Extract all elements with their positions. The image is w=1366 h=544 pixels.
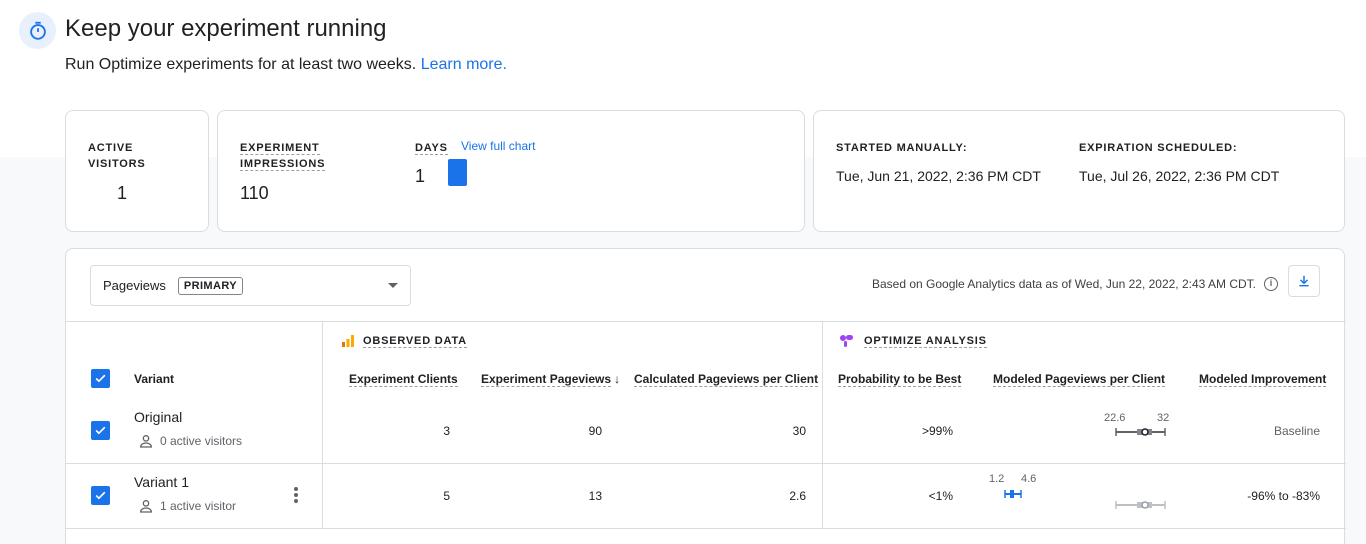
primary-chip: PRIMARY	[177, 276, 243, 295]
range-high-label: 32	[1157, 412, 1170, 424]
learn-more-link[interactable]: Learn more.	[420, 56, 507, 73]
cell-clients: 5	[443, 489, 450, 503]
active-visitors-value: 1	[117, 183, 128, 203]
row-checkbox-original[interactable]	[91, 421, 110, 440]
optimize-analysis-header: OPTIMIZE ANALYSIS	[864, 335, 987, 348]
check-icon	[95, 374, 106, 383]
optimize-icon	[839, 334, 854, 353]
days-mini-bar[interactable]	[448, 159, 467, 186]
col-probability-best[interactable]: Probability to be Best	[838, 372, 962, 387]
stopwatch-icon	[19, 12, 56, 49]
metric-select-value: Pageviews	[103, 278, 166, 293]
variant-name: Original	[134, 409, 183, 425]
interval-plot-baseline-ref	[1115, 501, 1166, 509]
chevron-down-icon	[388, 283, 398, 288]
interval-plot-variant-1	[1004, 490, 1022, 498]
info-icon[interactable]: i	[1264, 277, 1278, 291]
observed-data-header: OBSERVED DATA	[363, 335, 467, 348]
cell-clients: 3	[443, 424, 450, 438]
cell-per-client: 2.6	[789, 489, 806, 503]
range-high-label: 4.6	[1021, 473, 1037, 485]
report-card: Pageviews PRIMARY Based on Google Analyt…	[65, 248, 1346, 544]
table-top-divider	[66, 321, 1346, 322]
row-divider	[66, 528, 1346, 529]
col-divider-1	[322, 321, 323, 529]
active-visitors-card: ACTIVE VISITORS 1	[65, 110, 209, 232]
impressions-label: EXPERIMENT IMPRESSIONS	[240, 142, 326, 171]
cell-pageviews: 13	[588, 489, 602, 503]
sort-arrow-down-icon: ↓	[614, 372, 621, 386]
data-freshness-note: Based on Google Analytics data as of Wed…	[871, 277, 1256, 291]
variant-visitors: 0 active visitors	[138, 433, 242, 449]
range-low-label: 22.6	[1104, 412, 1126, 424]
cell-prob-best: <1%	[928, 489, 953, 503]
row-divider	[66, 463, 1346, 464]
col-experiment-clients[interactable]: Experiment Clients	[349, 372, 458, 387]
col-modeled-pageviews[interactable]: Modeled Pageviews per Client	[993, 372, 1166, 387]
interval-plot-original	[1115, 428, 1166, 436]
cell-prob-best: >99%	[921, 424, 953, 438]
check-icon	[95, 426, 106, 435]
metric-select[interactable]: Pageviews PRIMARY	[90, 265, 411, 306]
variant-name: Variant 1	[134, 474, 189, 490]
download-button[interactable]	[1288, 265, 1320, 297]
col-pageviews-per-client[interactable]: Calculated Pageviews per Client	[634, 372, 819, 387]
cell-pageviews: 90	[588, 424, 602, 438]
row-checkbox-variant-1[interactable]	[91, 486, 110, 505]
col-modeled-improvement[interactable]: Modeled Improvement	[1199, 372, 1327, 387]
cell-improvement: Baseline	[1273, 424, 1320, 438]
expiration-label: EXPIRATION SCHEDULED:	[1079, 142, 1238, 154]
days-value: 1	[415, 166, 426, 186]
page-title: Keep your experiment running	[65, 15, 387, 42]
person-icon	[139, 500, 153, 513]
more-options-icon[interactable]	[294, 487, 298, 503]
schedule-card: STARTED MANUALLY: Tue, Jun 21, 2022, 2:3…	[813, 110, 1345, 232]
range-low-label: 1.2	[989, 473, 1005, 485]
page-subtitle: Run Optimize experiments for at least tw…	[65, 56, 507, 74]
impressions-card: EXPERIMENT IMPRESSIONS 110 DAYS View ful…	[217, 110, 805, 232]
col-variant: Variant	[134, 372, 175, 386]
active-visitors-label: ACTIVE VISITORS	[88, 142, 146, 170]
expiration-value: Tue, Jul 26, 2022, 2:36 PM CDT	[1079, 168, 1280, 184]
analytics-icon	[341, 334, 355, 353]
check-icon	[95, 491, 106, 500]
cell-improvement: -96% to -83%	[1247, 489, 1320, 503]
download-icon	[1299, 275, 1309, 287]
subtitle-text: Run Optimize experiments for at least tw…	[65, 56, 417, 73]
impressions-value: 110	[240, 183, 269, 203]
person-icon	[139, 435, 153, 448]
view-full-chart-link[interactable]: View full chart	[461, 139, 536, 153]
cell-per-client: 30	[792, 424, 806, 438]
started-label: STARTED MANUALLY:	[836, 142, 968, 154]
started-value: Tue, Jun 21, 2022, 2:36 PM CDT	[836, 168, 1041, 184]
days-label: DAYS	[415, 142, 448, 155]
col-experiment-pageviews[interactable]: Experiment Pageviews ↓	[481, 372, 621, 387]
variant-visitors: 1 active visitor	[138, 498, 236, 514]
col-divider-2	[822, 321, 823, 529]
select-all-checkbox[interactable]	[91, 369, 110, 388]
